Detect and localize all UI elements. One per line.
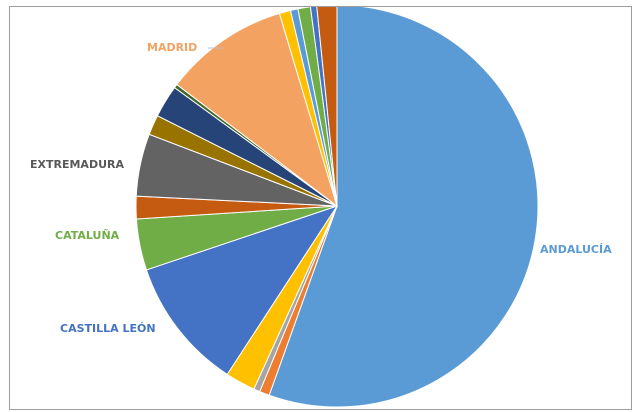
chart-area: ANDALUCÍA CASTILLA LEÓN CATALUÑA EXTREMADUR… xyxy=(9,6,632,410)
pie-slice-region-16 xyxy=(316,7,338,207)
slice-label: EXTREMADURA xyxy=(30,158,124,171)
slice-label: MADRID xyxy=(147,41,197,54)
slice-label: CATALUÑA xyxy=(55,229,120,242)
pie-slice-andalucía xyxy=(268,7,539,408)
pie-slice-madrid xyxy=(176,12,338,208)
pie-slice-castilla-león xyxy=(145,205,339,376)
pie-slice-region-14 xyxy=(297,7,338,207)
slice-label: ANDALUCÍA xyxy=(540,243,612,256)
slice-labels: ANDALUCÍA CASTILLA LEÓN CATALUÑA EXTREMADUR… xyxy=(30,41,612,335)
pie-slice-region-15 xyxy=(309,7,338,207)
slice-label: CASTILLA LEÓN xyxy=(60,322,156,335)
pie-chart: ANDALUCÍA CASTILLA LEÓN CATALUÑA EXTREMADUR… xyxy=(30,7,612,408)
pie-slices xyxy=(135,7,539,408)
